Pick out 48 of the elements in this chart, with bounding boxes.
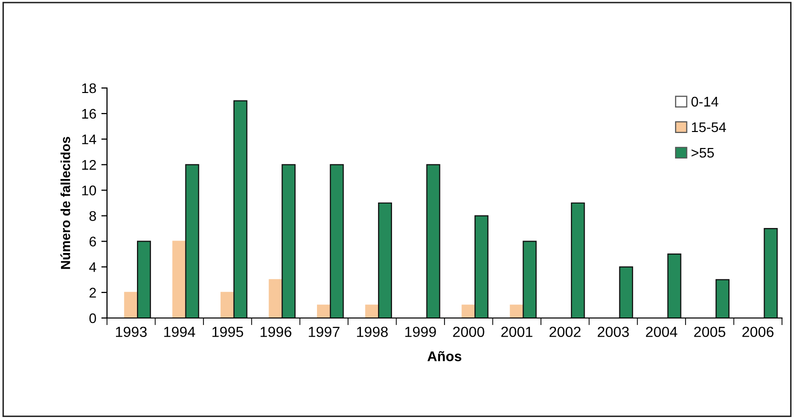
bar [522, 240, 537, 318]
x-axis-title: Años [427, 351, 462, 362]
bar [764, 228, 778, 318]
y-tick-label: 4 [89, 262, 96, 272]
x-tick-label: 1994 [164, 326, 196, 338]
legend-label: 0-14 [691, 96, 718, 107]
bar [365, 304, 380, 318]
x-tick-label: 1998 [357, 326, 388, 338]
y-tick-label: 10 [82, 186, 96, 196]
x-tick-label: 1993 [116, 326, 147, 338]
bar [426, 164, 440, 318]
x-tick-label: 2003 [598, 326, 629, 338]
bar [619, 266, 634, 318]
y-tick-label: 8 [89, 211, 96, 221]
x-tick-label: 2005 [694, 326, 726, 338]
legend-label: 15-54 [692, 122, 726, 132]
x-tick-label: 1999 [405, 326, 436, 338]
bar [124, 292, 138, 318]
y-tick-label: 0 [89, 313, 96, 324]
x-tick-label: 2001 [501, 326, 532, 338]
y-tick-label: 18 [82, 83, 96, 94]
y-tick-label: 14 [82, 134, 96, 144]
bar [462, 304, 476, 318]
y-tick-label: 16 [82, 108, 96, 119]
bar [282, 164, 296, 318]
bar [220, 292, 235, 318]
y-tick-label: 2 [90, 288, 96, 298]
y-axis-title: Número de fallecidos [60, 136, 70, 269]
bar [378, 202, 392, 318]
x-tick-label: 2006 [742, 326, 774, 338]
x-tick-label: 2004 [646, 326, 678, 338]
bar [474, 215, 488, 318]
x-tick-label: 1996 [260, 326, 292, 338]
bar [570, 202, 585, 318]
x-tick-label: 2002 [550, 326, 581, 338]
bar [667, 254, 682, 318]
x-tick-label: 1995 [212, 326, 244, 338]
bar [136, 240, 151, 318]
y-tick-label: 12 [82, 160, 96, 170]
x-tick-label: 1997 [308, 326, 340, 338]
bar [330, 164, 344, 318]
bar [716, 279, 730, 318]
y-tick-label: 6 [90, 236, 96, 247]
bar [233, 100, 248, 318]
bar [185, 164, 200, 318]
legend-label: >55 [692, 148, 714, 158]
x-tick-label: 2000 [453, 326, 484, 338]
bar [316, 304, 331, 318]
